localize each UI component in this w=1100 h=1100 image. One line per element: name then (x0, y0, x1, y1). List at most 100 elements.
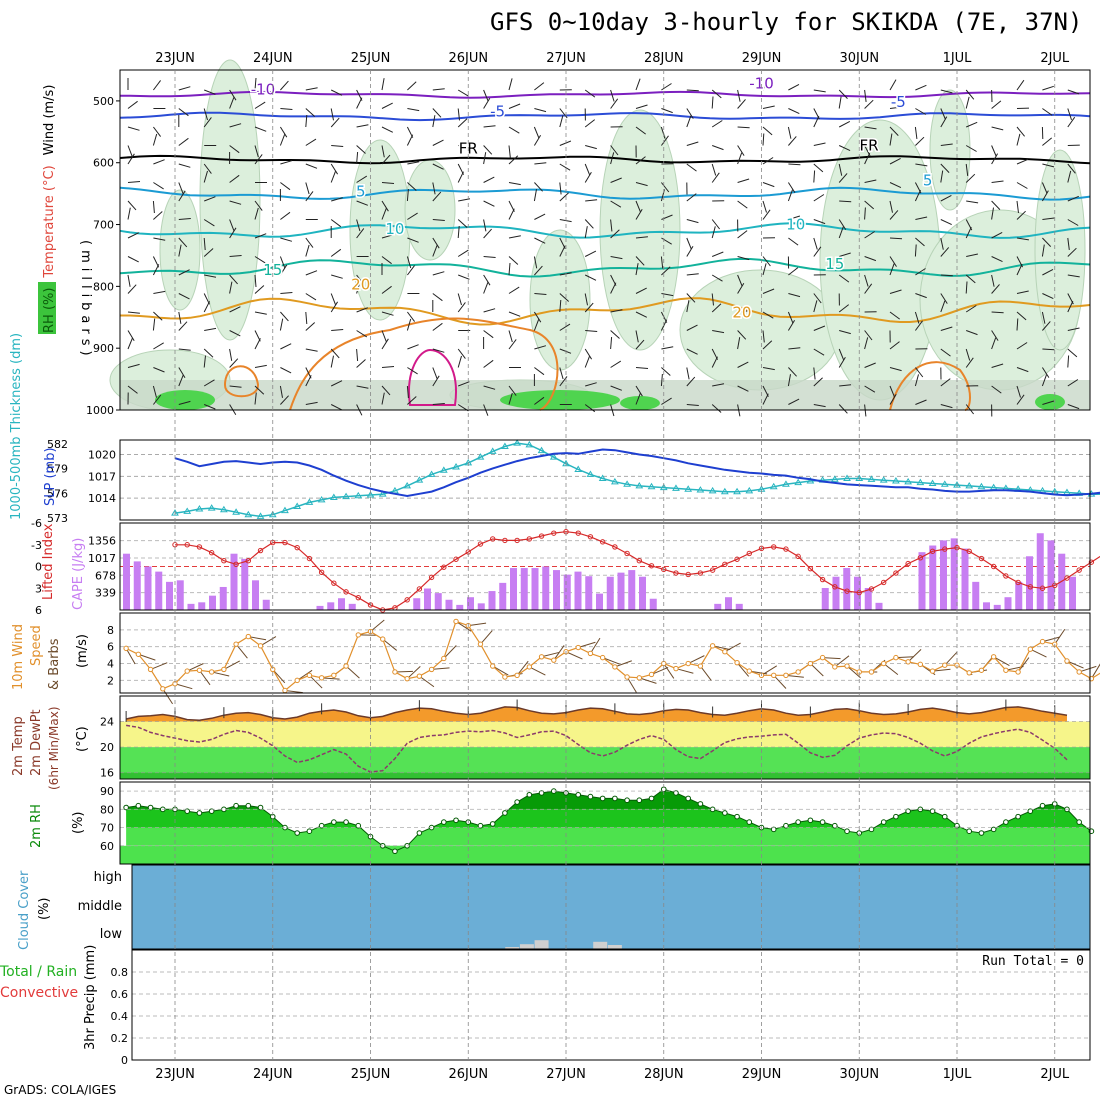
rh-ylabel: 2m RH (29, 804, 44, 848)
wind-barb (813, 142, 826, 146)
wind10m-point (453, 618, 459, 625)
wind-barb (508, 208, 515, 220)
rh-point (184, 808, 191, 814)
wind-barb (127, 145, 133, 157)
li-point (880, 579, 887, 586)
wind-barb (1067, 237, 1070, 250)
date-label-top: 29JUN (742, 51, 782, 66)
cape-ylabel: CAPE (J/kg) (71, 538, 86, 610)
rh-point (880, 819, 887, 825)
li-point (184, 542, 190, 548)
wind-barb (737, 256, 750, 261)
wind-barb (737, 145, 745, 156)
cloud-low-step (607, 945, 622, 949)
wind-barb (178, 218, 191, 220)
wind-barb (940, 274, 953, 277)
wind-barb (712, 383, 725, 387)
contour-label: 5 (356, 183, 366, 201)
cape-bar (628, 570, 636, 610)
wind-barb (991, 207, 994, 220)
precip-ylabel-3: 3hr Precip (mm) (83, 945, 98, 1050)
date-label-bottom: 2JUL (1040, 1067, 1070, 1082)
wind-barb (635, 385, 643, 397)
wind-barb (864, 231, 875, 239)
panel-frame-precip (131, 949, 1091, 1061)
y-tick-label: 500 (93, 95, 114, 108)
wind-barb (610, 98, 619, 109)
wind-barb (483, 385, 496, 390)
wind10m-point (331, 672, 337, 679)
thickness-point (305, 498, 314, 505)
li-point (1003, 573, 1009, 579)
wind-barb (153, 182, 164, 190)
precip-ylabel-1: Total / Rain (0, 964, 77, 980)
wind10m-barb (321, 677, 340, 680)
wind10m-point (844, 663, 850, 669)
date-label-top: 25JUN (351, 51, 391, 66)
wind-barb (331, 145, 344, 147)
cape-bar (262, 599, 270, 610)
wind-barb (686, 108, 694, 119)
wind-barb (585, 199, 598, 202)
wind-barb (406, 256, 412, 269)
cloud-fill (132, 865, 1090, 949)
wind-barb (787, 374, 791, 387)
isotherm-line-3 (119, 186, 1091, 201)
rh-band (126, 789, 1090, 810)
wind-barb (1042, 400, 1055, 405)
wind10m-point (404, 675, 410, 682)
thickness-point (940, 480, 949, 487)
date-label-bottom: 30JUN (839, 1067, 879, 1082)
wind-barb (203, 379, 215, 387)
isotherm-line-2 (119, 154, 1091, 165)
wind-barb (966, 200, 979, 204)
wind-barb (381, 145, 385, 158)
wind-barb (965, 89, 975, 100)
wind-barb (737, 99, 746, 109)
wind-barb (533, 256, 538, 269)
li-point (942, 546, 948, 552)
thickness-point (183, 507, 192, 514)
wind-barb (787, 182, 796, 193)
li-tick-label: -3 (31, 539, 42, 552)
wind-barb (280, 395, 289, 405)
li-point (208, 550, 215, 556)
cape-bar (563, 574, 571, 610)
isotherm-line-5 (119, 257, 1091, 278)
wind10m-point (392, 669, 398, 675)
wind-barb (889, 106, 902, 109)
wind-barb (915, 108, 927, 115)
wind-barb (788, 398, 800, 405)
wind10m-point (441, 655, 447, 662)
wind10m-point (832, 664, 838, 670)
date-label-bottom: 1JUL (943, 1067, 973, 1082)
wind-barb (661, 182, 670, 193)
wind-barb (483, 200, 495, 207)
date-label-top: 28JUN (644, 51, 684, 66)
wind-barb (737, 274, 743, 287)
wind10m-barb (211, 671, 230, 677)
wind10m-barb (614, 660, 632, 668)
wind-barb (508, 385, 517, 396)
cape-bar (338, 598, 345, 610)
wind-barb (152, 133, 158, 146)
rh-point (392, 848, 398, 855)
wind-barb (584, 119, 596, 128)
wind10m-point (184, 668, 190, 674)
wind-barb (254, 364, 267, 368)
precip-tick-label: 0.8 (111, 966, 129, 979)
wind-barb (457, 89, 469, 97)
panel-frame-wind (119, 612, 1091, 694)
li-point (343, 589, 349, 595)
rh-point (526, 791, 533, 798)
wind10m-point (624, 674, 630, 680)
wind-barb (280, 182, 291, 191)
wind-barb (203, 355, 206, 368)
rh-tick-label: 80 (100, 803, 114, 816)
wind-barb (127, 337, 133, 350)
rh-point (624, 797, 630, 804)
wind-barb (1042, 137, 1053, 146)
wind-barb (1041, 367, 1050, 378)
wind-barb (889, 385, 895, 398)
rh-high-0 (155, 390, 215, 410)
